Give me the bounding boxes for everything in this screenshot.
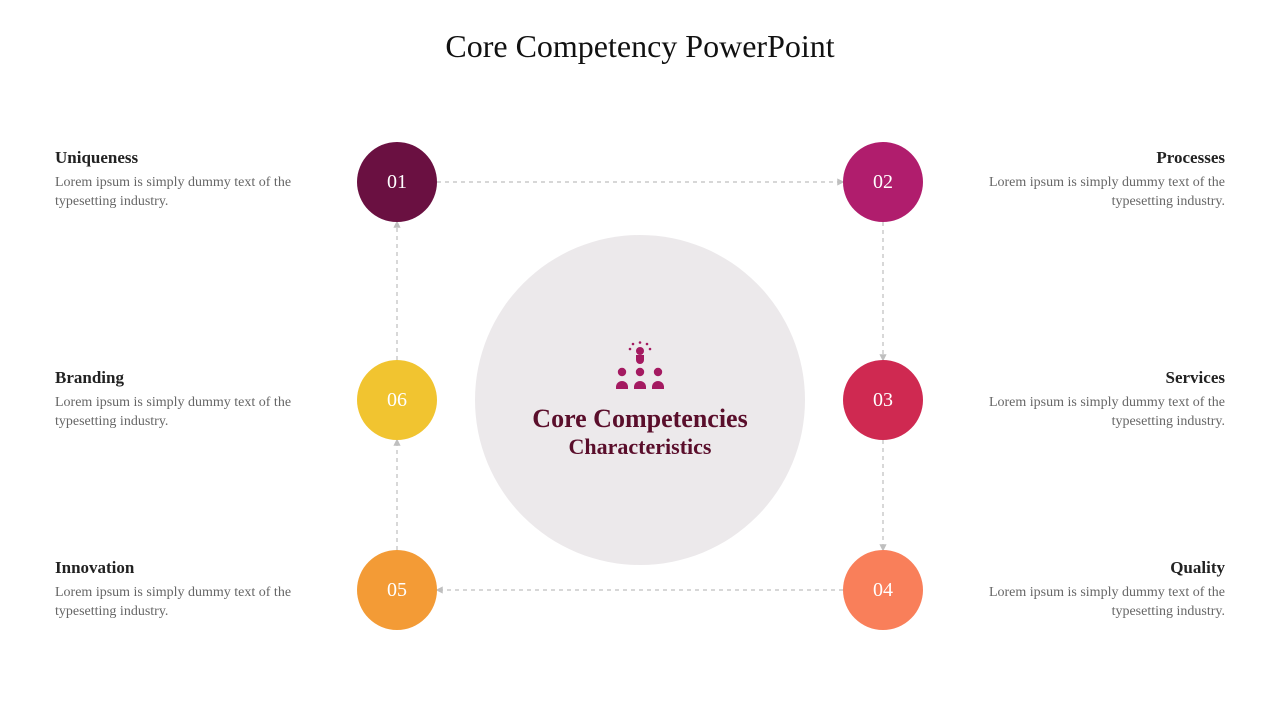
text-block-t5: Innovation Lorem ipsum is simply dummy te…	[55, 558, 315, 622]
node-01: 01	[357, 142, 437, 222]
team-idea-icon	[611, 341, 669, 394]
node-03: 03	[843, 360, 923, 440]
center-title: Core Competencies	[532, 404, 747, 434]
text-block-t6: Branding Lorem ipsum is simply dummy text…	[55, 368, 315, 432]
node-04: 04	[843, 550, 923, 630]
text-block-title: Services	[965, 368, 1225, 388]
node-02: 02	[843, 142, 923, 222]
slide: Core Competency PowerPoint	[0, 0, 1280, 720]
text-block-t1: Uniqueness Lorem ipsum is simply dummy te…	[55, 148, 315, 212]
text-block-title: Processes	[965, 148, 1225, 168]
node-number: 05	[387, 579, 407, 602]
text-block-title: Branding	[55, 368, 315, 388]
text-block-t3: Services Lorem ipsum is simply dummy text…	[965, 368, 1225, 432]
node-06: 06	[357, 360, 437, 440]
node-number: 06	[387, 389, 407, 412]
node-number: 02	[873, 171, 893, 194]
text-block-body: Lorem ipsum is simply dummy text of the …	[965, 174, 1225, 212]
node-05: 05	[357, 550, 437, 630]
text-block-t2: Processes Lorem ipsum is simply dummy tex…	[965, 148, 1225, 212]
text-block-title: Quality	[965, 558, 1225, 578]
text-block-body: Lorem ipsum is simply dummy text of the …	[55, 174, 315, 212]
text-block-body: Lorem ipsum is simply dummy text of the …	[55, 394, 315, 432]
text-block-body: Lorem ipsum is simply dummy text of the …	[965, 584, 1225, 622]
text-block-t4: Quality Lorem ipsum is simply dummy text …	[965, 558, 1225, 622]
node-number: 03	[873, 389, 893, 412]
node-number: 01	[387, 171, 407, 194]
text-block-body: Lorem ipsum is simply dummy text of the …	[965, 394, 1225, 432]
page-title: Core Competency PowerPoint	[0, 28, 1280, 65]
center-subtitle: Characteristics	[569, 434, 712, 460]
text-block-body: Lorem ipsum is simply dummy text of the …	[55, 584, 315, 622]
node-number: 04	[873, 579, 893, 602]
text-block-title: Innovation	[55, 558, 315, 578]
text-block-title: Uniqueness	[55, 148, 315, 168]
center-circle: Core Competencies Characteristics	[475, 235, 805, 565]
